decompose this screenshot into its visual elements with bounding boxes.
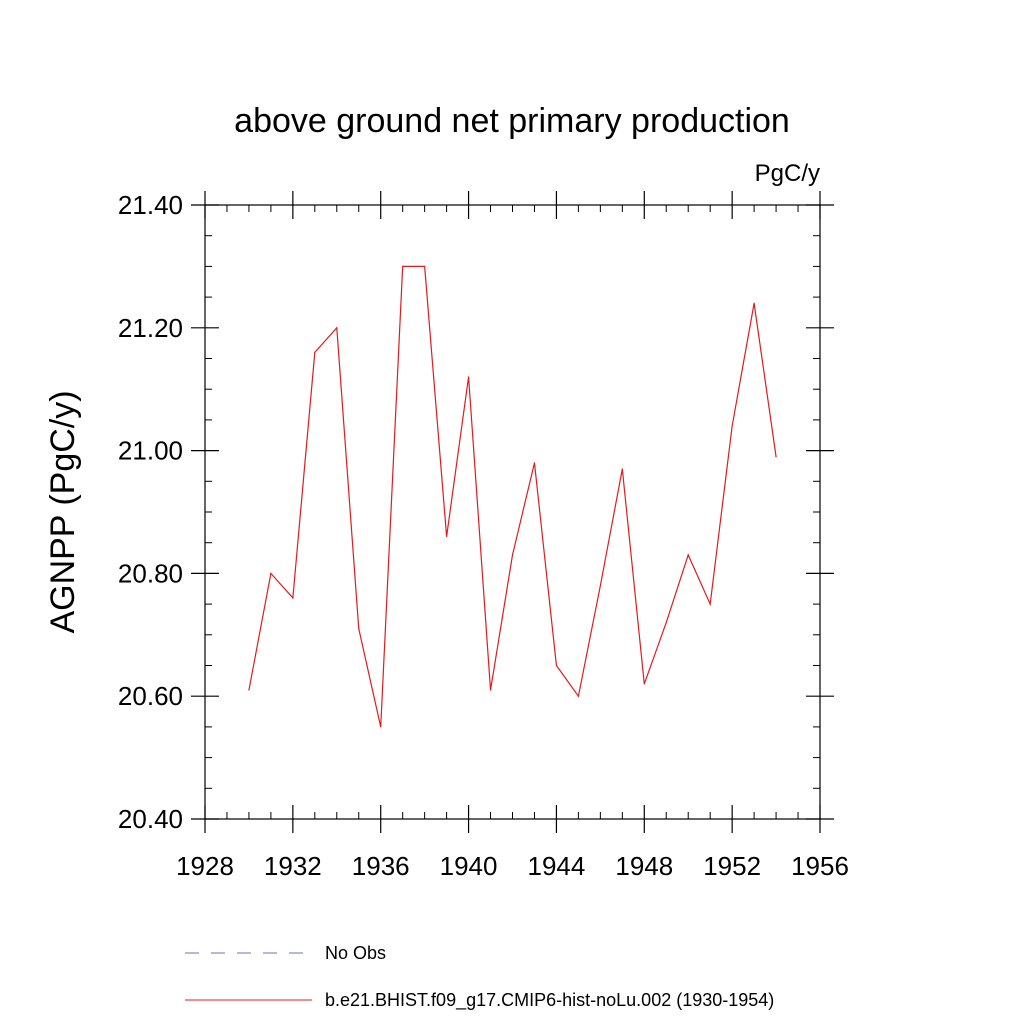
x-tick-label: 1948 bbox=[615, 851, 673, 881]
y-tick-label: 20.60 bbox=[118, 681, 183, 711]
data-point bbox=[467, 376, 470, 378]
data-point bbox=[731, 425, 733, 427]
y-tick-label: 21.00 bbox=[118, 436, 183, 466]
data-point bbox=[621, 468, 623, 470]
y-tick-label: 20.40 bbox=[118, 804, 183, 834]
data-point bbox=[709, 603, 711, 605]
y-tick-label: 21.40 bbox=[118, 190, 183, 220]
legend-label-no-obs: No Obs bbox=[325, 943, 386, 963]
data-point bbox=[424, 265, 426, 267]
data-point bbox=[577, 695, 579, 697]
data-point bbox=[292, 597, 294, 599]
data-point bbox=[775, 456, 777, 458]
data-point bbox=[511, 554, 514, 556]
x-tick-label: 1940 bbox=[440, 851, 498, 881]
y-axis-label: AGNPP (PgC/y) bbox=[44, 390, 82, 633]
data-point bbox=[336, 327, 338, 329]
units-label: PgC/y bbox=[755, 160, 820, 187]
data-point bbox=[314, 351, 316, 353]
x-tick-label: 1928 bbox=[176, 851, 234, 881]
data-point bbox=[380, 726, 382, 728]
data-point bbox=[753, 302, 755, 304]
legend-label-model-run: b.e21.BHIST.f09_g17.CMIP6-hist-noLu.002 … bbox=[325, 990, 774, 1011]
data-point bbox=[248, 689, 250, 691]
y-tick-label: 20.80 bbox=[118, 558, 183, 588]
data-point bbox=[599, 585, 601, 587]
axes: 1928 1932 1936 1940 1944 1948 1952 1956 20.40 20.… bbox=[118, 190, 849, 881]
legend: No Obs b.e21.BHIST.f09_g17.CMIP6-hist-no… bbox=[185, 943, 774, 1011]
series-line-1 bbox=[248, 265, 777, 728]
data-point bbox=[687, 554, 689, 556]
data-point bbox=[555, 664, 558, 667]
x-tick-label: 1956 bbox=[791, 851, 849, 881]
data-point bbox=[270, 572, 272, 575]
plot-series bbox=[248, 265, 777, 728]
chart-title: above ground net primary production bbox=[234, 102, 790, 140]
data-point bbox=[489, 689, 492, 691]
plot-frame bbox=[204, 204, 821, 820]
data-point bbox=[446, 535, 448, 538]
x-tick-label: 1944 bbox=[528, 851, 586, 881]
data-point bbox=[358, 628, 360, 630]
data-point bbox=[643, 683, 645, 685]
y-tick-label: 21.20 bbox=[118, 313, 183, 343]
data-point bbox=[533, 462, 536, 464]
x-tick-label: 1932 bbox=[264, 851, 322, 881]
data-point bbox=[402, 265, 404, 267]
data-point bbox=[665, 621, 667, 624]
x-tick-label: 1936 bbox=[352, 851, 410, 881]
x-tick-label: 1952 bbox=[703, 851, 761, 881]
